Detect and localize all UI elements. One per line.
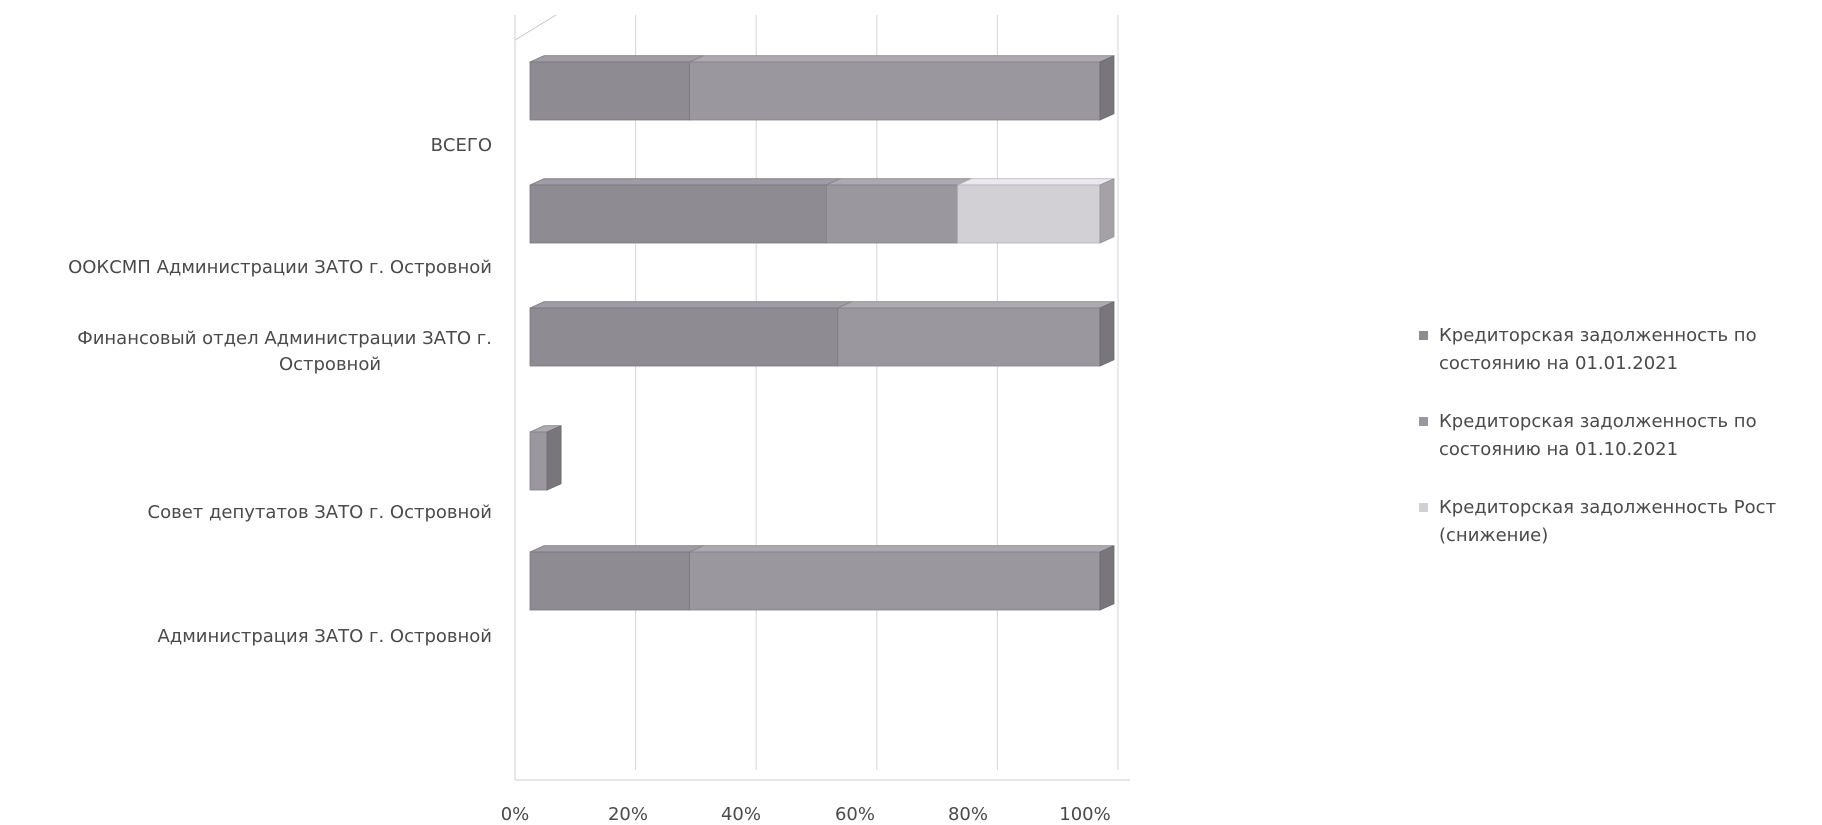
legend: Кредиторская задолженность по состоянию н… xyxy=(1415,322,1815,580)
legend-swatch xyxy=(1419,503,1428,512)
category-label: Островной xyxy=(279,354,381,375)
legend-item: Кредиторская задолженность по состоянию н… xyxy=(1415,408,1815,464)
bar-segment xyxy=(529,178,841,244)
legend-label: (снижение) xyxy=(1439,525,1549,546)
bar-segment xyxy=(529,55,704,121)
x-tick-label: 0% xyxy=(501,804,530,825)
legend-label: состоянию на 01.01.2021 xyxy=(1439,353,1679,374)
x-tick-label: 80% xyxy=(948,804,988,825)
x-tick-label: 20% xyxy=(608,804,648,825)
bar-segment xyxy=(529,301,853,367)
gridlines xyxy=(514,14,1130,781)
bars xyxy=(529,55,1115,611)
bar-segment xyxy=(957,178,1115,244)
x-tick-label: 60% xyxy=(835,804,875,825)
legend-label: Кредиторская задолженность по xyxy=(1439,411,1757,432)
x-tick-label: 40% xyxy=(721,804,761,825)
bar-segment xyxy=(689,55,1115,121)
legend-swatch xyxy=(1419,331,1428,340)
category-label: Администрация ЗАТО г. Островной xyxy=(157,626,492,647)
legend-swatch xyxy=(1419,417,1428,426)
legend-item: Кредиторская задолженность Рост (снижение… xyxy=(1415,494,1815,550)
x-tick-label: 100% xyxy=(1059,804,1110,825)
category-label: ООКСМП Администрации ЗАТО г. Островной xyxy=(68,257,492,278)
legend-label: Кредиторская задолженность по xyxy=(1439,325,1757,346)
legend-label: состоянию на 01.10.2021 xyxy=(1439,439,1679,460)
legend-label: Кредиторская задолженность Рост xyxy=(1439,497,1777,518)
category-label: Финансовый отдел Администрации ЗАТО г. xyxy=(77,328,492,349)
x-axis-ticks: 0% 20% 40% 60% 80% 100% xyxy=(501,804,1111,825)
category-label: ВСЕГО xyxy=(431,135,492,156)
category-label: Совет депутатов ЗАТО г. Островной xyxy=(148,502,492,523)
legend-item: Кредиторская задолженность по состоянию н… xyxy=(1415,322,1815,378)
bar-segment xyxy=(826,178,972,244)
bar-segment xyxy=(529,425,562,491)
bar-segment xyxy=(689,545,1115,611)
category-labels: Администрация ЗАТО г. Островной Совет деп… xyxy=(68,135,492,647)
bar-segment xyxy=(529,545,704,611)
bar-segment xyxy=(837,301,1115,367)
